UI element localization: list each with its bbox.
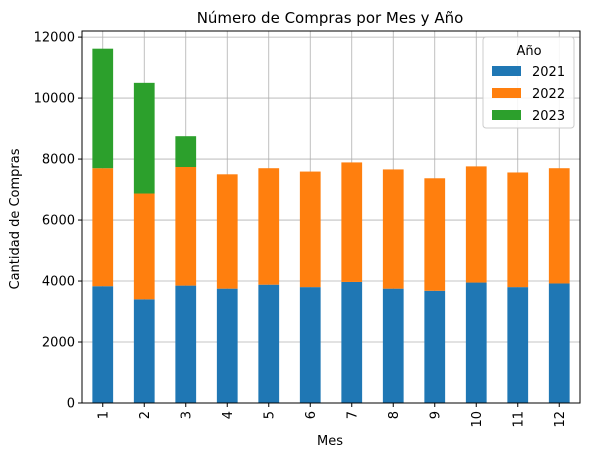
x-tick-label: 9: [428, 411, 443, 419]
bar-2022-mes-8: [382, 169, 404, 289]
y-tick-label: 4000: [42, 275, 75, 290]
x-axis-ticks: 1 2 3 4 5 6 7 8 9 10 11 12: [96, 403, 568, 428]
x-tick-label: 5: [262, 411, 277, 419]
chart-title: Número de Compras por Mes y Año: [197, 9, 464, 27]
x-tick-label: 12: [553, 411, 568, 428]
bar-2021-mes-9: [424, 290, 446, 403]
bars: [92, 48, 570, 403]
y-tick-label: 10000: [34, 92, 75, 107]
bar-2022-mes-5: [258, 168, 280, 285]
bar-2023-mes-2: [133, 82, 155, 194]
y-tick-label: 6000: [42, 214, 75, 229]
bar-2022-mes-2: [133, 193, 155, 300]
plot-frame: [81, 30, 581, 404]
bar-2021-mes-7: [341, 281, 363, 403]
y-axis-label: Cantidad de Compras: [8, 148, 23, 289]
x-tick-label: 1: [96, 411, 111, 419]
legend-swatch-2022: [492, 88, 521, 98]
bar-2022-mes-9: [424, 178, 446, 291]
legend-title: Año: [516, 44, 541, 59]
bar-2021-mes-10: [465, 282, 487, 403]
bar-2022-mes-1: [92, 168, 114, 287]
legend-label-2023: 2023: [532, 109, 565, 124]
x-tick-label: 2: [138, 411, 153, 419]
bar-2022-mes-6: [299, 171, 321, 288]
x-tick-label: 3: [179, 411, 194, 419]
bar-2022-mes-10: [465, 166, 487, 283]
legend-swatch-2021: [492, 66, 521, 76]
x-axis-label: Mes: [317, 434, 343, 449]
x-tick-label: 11: [511, 411, 526, 428]
y-tick-label: 2000: [42, 336, 75, 351]
bar-2021-mes-12: [548, 283, 570, 403]
legend-entries: 2021 2022 2023: [492, 65, 565, 124]
bar-2021-mes-5: [258, 284, 280, 403]
bar-2022-mes-7: [341, 162, 363, 282]
y-tick-label: 12000: [34, 31, 75, 46]
bar-2022-mes-11: [507, 172, 529, 288]
bar-2021-mes-11: [507, 287, 529, 403]
bar-2023-mes-3: [175, 136, 197, 167]
legend-label-2022: 2022: [532, 87, 565, 102]
bar-2021-mes-8: [382, 288, 404, 403]
legend-frame: [482, 36, 575, 129]
legend: Año 2021 2022 2023: [482, 36, 575, 129]
bar-2021-mes-4: [216, 288, 238, 403]
bar-2022-mes-3: [175, 166, 197, 286]
x-tick-label: 8: [387, 411, 402, 419]
bar-2021-mes-2: [133, 299, 155, 403]
bar-2021-mes-1: [92, 286, 114, 403]
x-tick-label: 4: [221, 411, 236, 419]
bar-2022-mes-12: [548, 168, 570, 284]
x-tick-label: 10: [470, 411, 485, 428]
y-axis-ticks: 0 2000 4000 6000 8000 10000 12000: [34, 31, 82, 412]
x-tick-label: 7: [345, 411, 360, 419]
bar-2021-mes-6: [299, 287, 321, 403]
y-tick-label: 8000: [42, 153, 75, 168]
legend-swatch-2023: [492, 110, 521, 120]
legend-label-2021: 2021: [532, 65, 565, 80]
bar-2023-mes-1: [92, 48, 114, 169]
x-tick-label: 6: [304, 411, 319, 419]
bar-2021-mes-3: [175, 285, 197, 403]
bar-2022-mes-4: [216, 174, 238, 289]
y-tick-label: 0: [67, 397, 75, 412]
